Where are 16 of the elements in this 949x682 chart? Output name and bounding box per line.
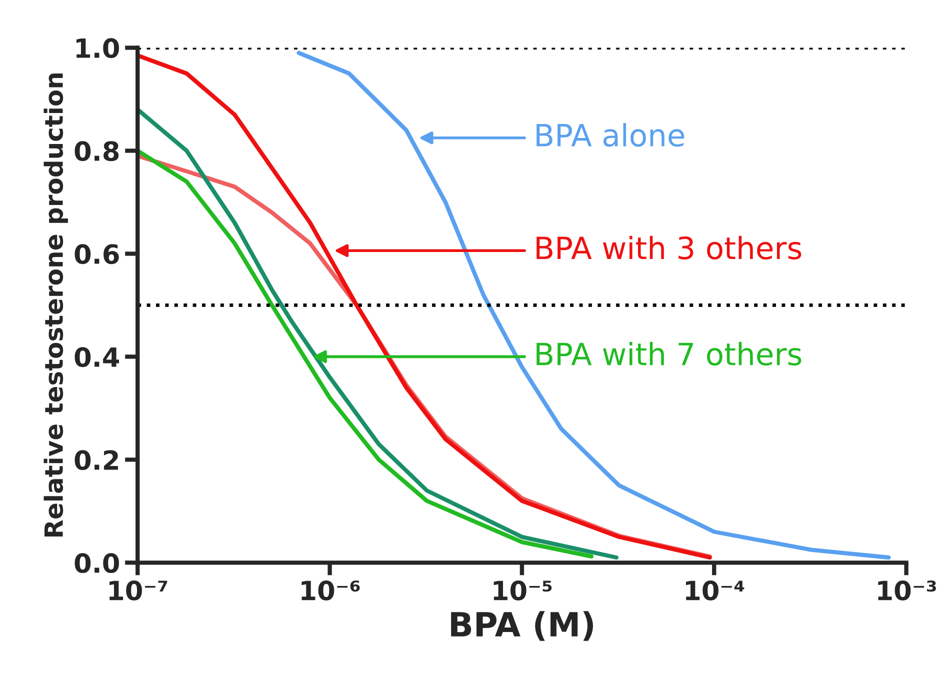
x-tick-label: 10⁻⁶ <box>302 580 360 600</box>
y-axis-title: Relative testosterone production <box>44 74 68 536</box>
y-tick-label: 0.4 <box>74 347 120 368</box>
x-tick-label: 10⁻⁴ <box>686 580 744 600</box>
text: BPA with 3 others <box>536 236 802 260</box>
y-tick-label: 0.2 <box>74 450 118 470</box>
x-tick-label: 10⁻⁵ <box>494 580 552 600</box>
x-tick-label: 10⁻⁷ <box>109 580 168 600</box>
y-tick-label: 0.6 <box>74 244 119 264</box>
y-tick-label: 0.8 <box>74 141 119 162</box>
y-tick-label: 0.0 <box>74 553 119 574</box>
text: BPA with 7 others <box>536 342 802 366</box>
legend-label: BPA alone <box>536 123 684 147</box>
x-tick-label: 10⁻³ <box>878 580 936 600</box>
y-tick-label: 1.0 <box>76 38 119 58</box>
x-axis-title: BPA (M) <box>451 611 594 641</box>
